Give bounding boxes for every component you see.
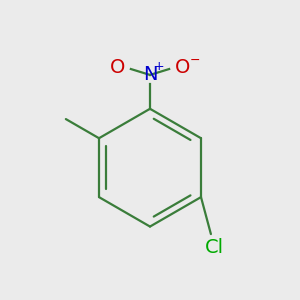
Text: O: O bbox=[110, 58, 125, 77]
Text: Cl: Cl bbox=[205, 238, 224, 256]
Text: −: − bbox=[190, 54, 200, 67]
Text: O: O bbox=[175, 58, 190, 77]
Text: +: + bbox=[154, 60, 164, 73]
Text: N: N bbox=[143, 65, 157, 84]
